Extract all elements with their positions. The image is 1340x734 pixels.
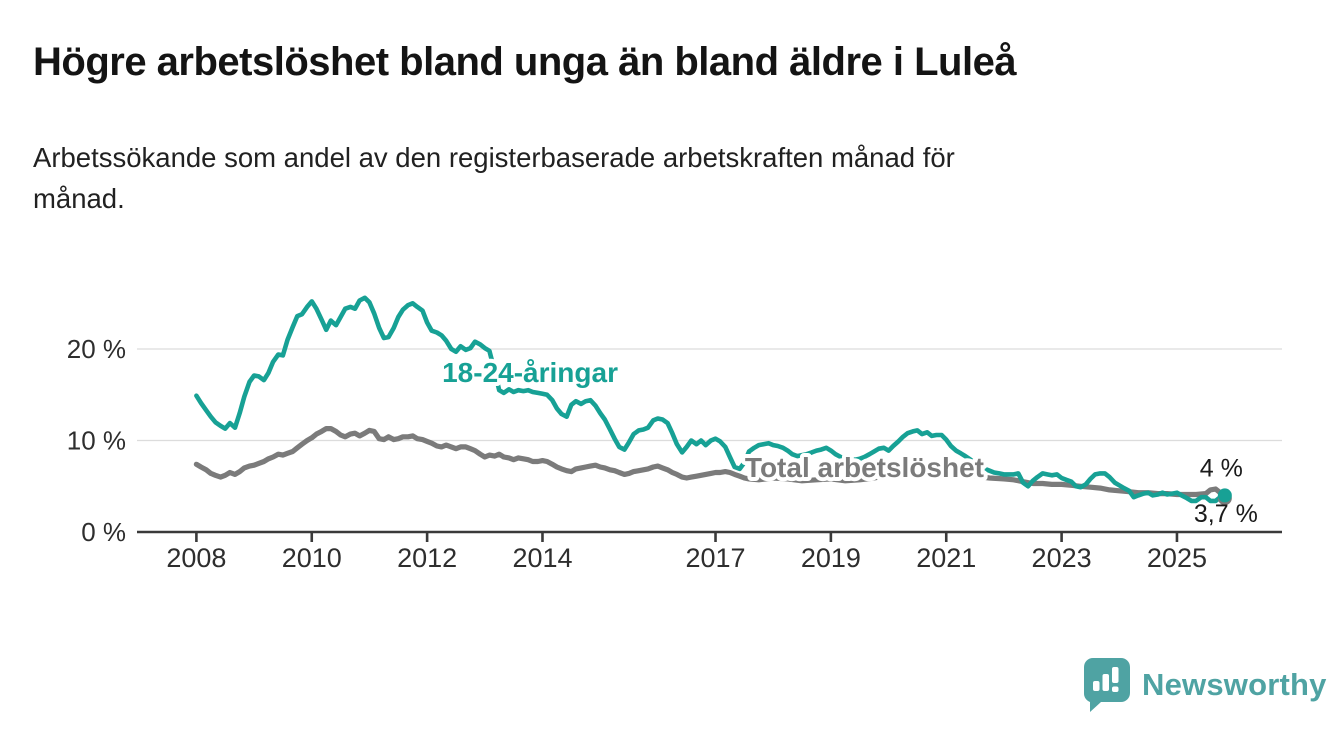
x-axis-tick-label: 2021 — [916, 543, 976, 573]
x-axis-tick-label: 2019 — [801, 543, 861, 573]
series-inline-label-0: Total arbetslöshet — [745, 452, 984, 483]
series-inline-label-1: 18-24-åringar — [442, 357, 618, 388]
x-axis-tick-label: 2012 — [397, 543, 457, 573]
x-axis-tick-label: 2023 — [1032, 543, 1092, 573]
subtitle-line-2: månad. — [33, 182, 125, 214]
x-axis-tick-label: 2010 — [282, 543, 342, 573]
series-end-value-label-0: 3,7 % — [1194, 500, 1258, 528]
x-axis-tick-label: 2017 — [685, 543, 745, 573]
series-line-1 — [194, 295, 1228, 504]
bar-chart-speech-bubble-icon — [1083, 658, 1130, 712]
x-axis-tick-label: 2025 — [1147, 543, 1207, 573]
series-line-0 — [193, 426, 1228, 501]
newsworthy-brand: Newsworthy — [1083, 657, 1327, 713]
series-end-value-label-1: 4 % — [1200, 454, 1243, 482]
page-title: Högre arbetslöshet bland unga än bland ä… — [33, 40, 1017, 84]
x-axis-tick-label: 2008 — [166, 543, 226, 573]
brand-name: Newsworthy — [1142, 667, 1327, 702]
x-axis-tick-label: 2014 — [512, 543, 572, 573]
y-axis-tick-label: 20 % — [67, 334, 126, 364]
series-end-dot-1 — [1217, 488, 1232, 503]
y-axis-tick-label: 0 % — [81, 517, 126, 547]
subtitle-line-1: Arbetssökande som andel av den registerb… — [33, 142, 955, 173]
y-axis-tick-label: 10 % — [67, 426, 126, 456]
chart-subtitle: Arbetssökande som andel av den registerb… — [33, 138, 1263, 219]
